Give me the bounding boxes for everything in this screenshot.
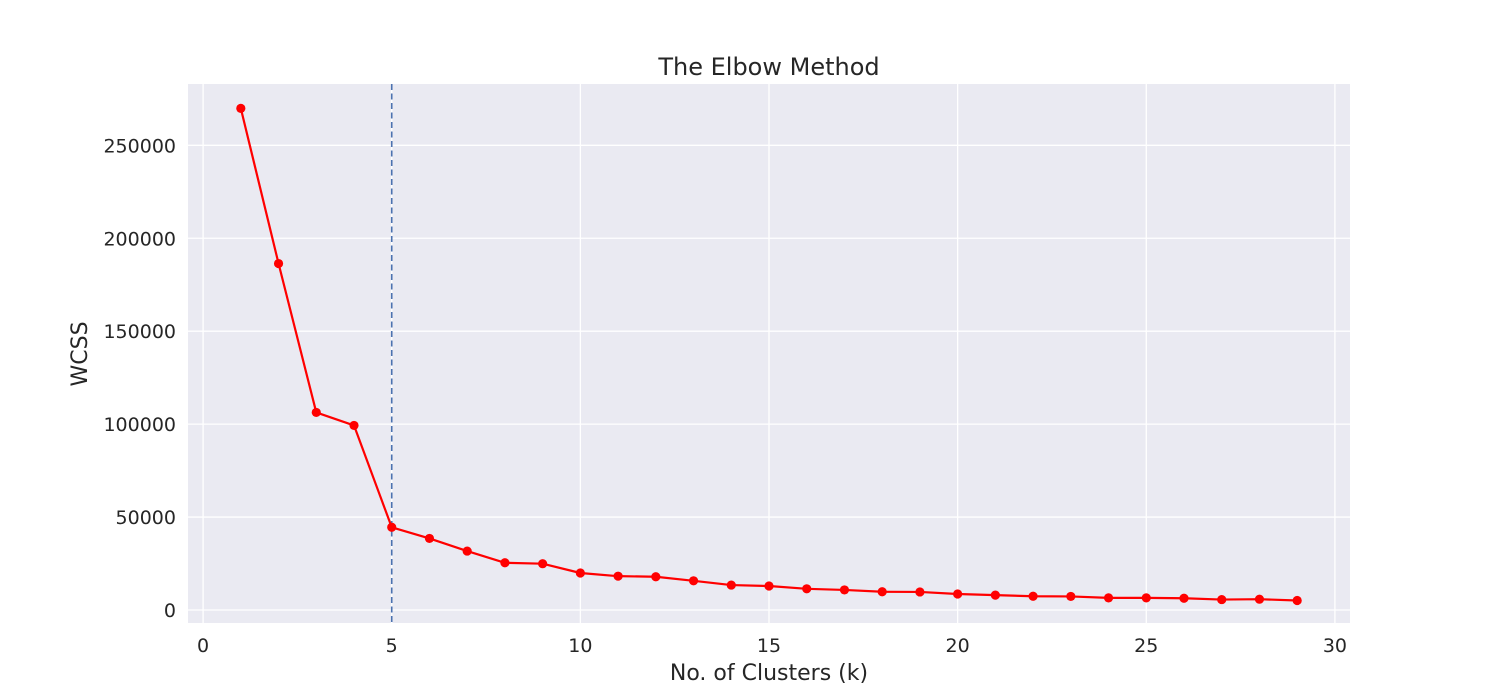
y-tick-labels: 0 50000 100000 150000 200000 250000 bbox=[103, 135, 176, 622]
y-axis-label: WCSS bbox=[68, 321, 93, 386]
data-point bbox=[311, 407, 321, 418]
data-point bbox=[688, 576, 699, 586]
data-point bbox=[802, 584, 812, 594]
data-point bbox=[387, 522, 397, 532]
data-point bbox=[651, 572, 661, 582]
x-tick-label: 5 bbox=[386, 635, 398, 657]
data-point bbox=[236, 103, 246, 113]
data-point bbox=[1179, 593, 1189, 603]
series-layer bbox=[236, 103, 1302, 606]
x-tick-label: 0 bbox=[197, 635, 209, 657]
y-tick-label: 50000 bbox=[116, 507, 176, 529]
data-point bbox=[462, 546, 472, 556]
data-point bbox=[990, 590, 1000, 600]
data-point bbox=[726, 580, 736, 590]
data-point bbox=[877, 587, 887, 597]
data-point bbox=[1066, 591, 1076, 602]
x-tick-label: 10 bbox=[568, 635, 592, 657]
y-tick-label: 0 bbox=[164, 600, 176, 622]
y-tick-label: 150000 bbox=[103, 321, 176, 343]
data-point bbox=[1254, 594, 1265, 604]
x-tick-label: 20 bbox=[946, 635, 970, 657]
y-tick-label: 100000 bbox=[103, 414, 176, 436]
data-point bbox=[538, 559, 548, 569]
data-point bbox=[1292, 595, 1302, 606]
x-tick-label: 25 bbox=[1134, 635, 1158, 657]
data-point bbox=[575, 568, 585, 578]
grid-lines bbox=[188, 84, 1350, 623]
data-point bbox=[273, 258, 284, 269]
x-tick-labels: 0 5 10 15 20 25 30 bbox=[197, 635, 1347, 657]
x-tick-label: 30 bbox=[1323, 635, 1347, 657]
data-point bbox=[953, 589, 963, 599]
data-point bbox=[915, 587, 925, 597]
data-point bbox=[764, 581, 774, 591]
data-point bbox=[500, 558, 510, 568]
data-point bbox=[613, 571, 623, 581]
data-point bbox=[424, 533, 435, 544]
data-point bbox=[1217, 594, 1227, 605]
data-point bbox=[349, 420, 359, 431]
y-tick-label: 200000 bbox=[103, 228, 176, 250]
x-tick-label: 15 bbox=[757, 635, 781, 657]
data-point bbox=[839, 585, 850, 595]
data-point bbox=[1028, 591, 1038, 601]
chart-title: The Elbow Method bbox=[657, 53, 879, 81]
data-point bbox=[1141, 593, 1151, 603]
x-axis-label: No. of Clusters (k) bbox=[670, 661, 868, 686]
data-point bbox=[1103, 593, 1114, 603]
y-tick-label: 250000 bbox=[103, 135, 176, 157]
